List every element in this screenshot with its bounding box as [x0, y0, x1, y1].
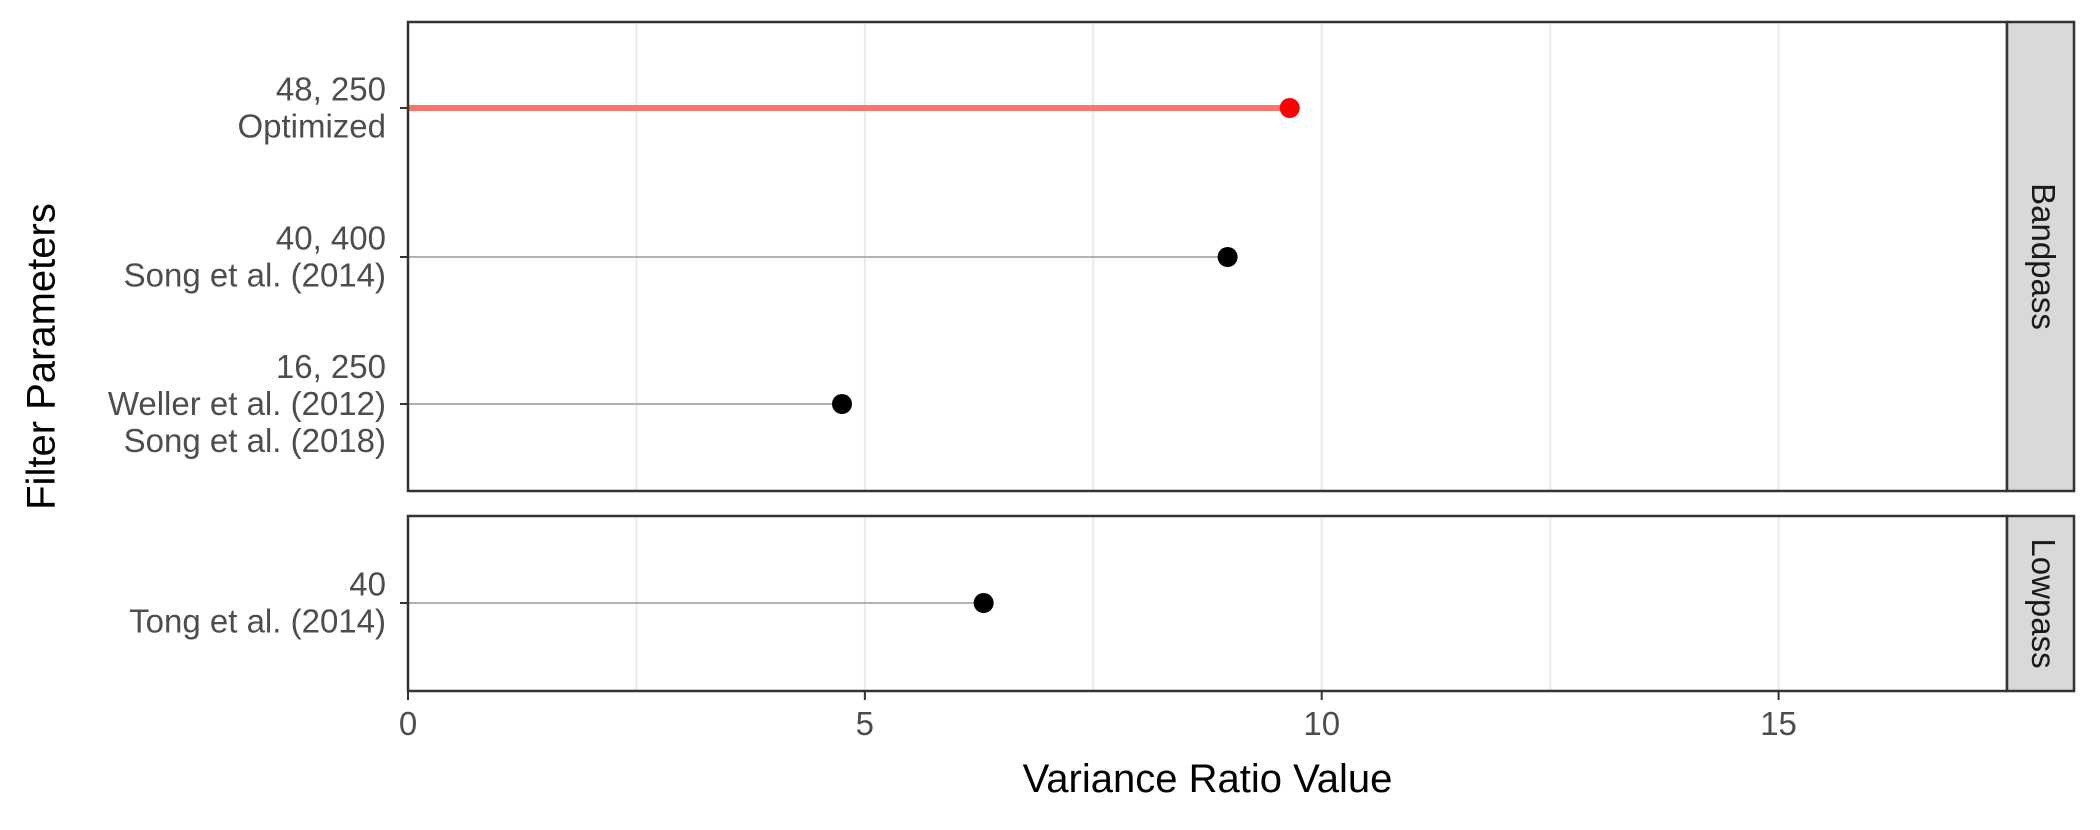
y-tick-label: Tong et al. (2014) — [129, 603, 386, 640]
y-tick-label: 40 — [349, 566, 386, 603]
lollipop-point — [1217, 247, 1238, 267]
x-tick-label: 0 — [399, 705, 417, 742]
lollipop-point — [1279, 98, 1300, 118]
y-tick-label: 48, 250 — [276, 71, 386, 108]
x-tick-label: 15 — [1760, 705, 1797, 742]
y-tick-label: 40, 400 — [276, 220, 386, 257]
x-tick-label: 5 — [856, 705, 874, 742]
facet-strip — [2005, 20, 2076, 493]
y-axis-title: Filter Parameters — [20, 203, 64, 510]
y-tick-label: Song et al. (2018) — [124, 422, 386, 459]
lollipop-point — [832, 394, 853, 414]
x-axis-title: Variance Ratio Value — [1023, 757, 1393, 801]
y-tick-label: Optimized — [237, 108, 386, 145]
y-tick-label: Weller et al. (2012) — [108, 385, 386, 422]
x-tick-label: 10 — [1303, 705, 1340, 742]
facet-strip-label: Bandpass — [2025, 183, 2062, 330]
lollipop-point — [973, 593, 994, 613]
facet-strip-label: Lowpass — [2025, 538, 2062, 668]
y-tick-label: 16, 250 — [276, 348, 386, 385]
y-tick-label: Song et al. (2014) — [124, 257, 386, 294]
facet-strip — [2005, 514, 2076, 693]
